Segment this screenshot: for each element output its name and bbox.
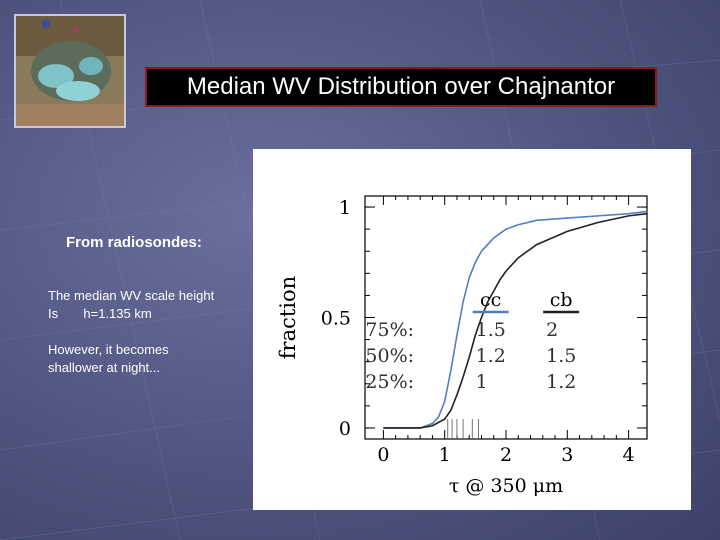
x-tick-label: 2 — [500, 444, 512, 466]
table-cell: 1.2 — [476, 345, 506, 367]
table-row-label: 50%: — [365, 345, 414, 367]
table-col-cb: cb — [550, 289, 573, 311]
y-axis-label: fraction — [276, 276, 300, 359]
paragraph-scale-height: The median WV scale height Is h=1.135 km — [48, 288, 215, 321]
table-cell: 1.2 — [546, 371, 576, 393]
paragraph-night: However, it becomes shallower at night..… — [48, 342, 169, 375]
slide-title-box: Median WV Distribution over Chajnantor — [145, 67, 657, 107]
table-row-label: 75%: — [365, 319, 414, 341]
table-cell: 2 — [546, 319, 558, 341]
chart-figure: 0 1 2 3 4 0 0.5 1 τ @ 350 μm fraction cc cb 75%: 1.5 2… — [253, 149, 691, 510]
series-line-cb — [383, 212, 648, 429]
x-tick-label: 3 — [561, 444, 573, 466]
plot-frame — [364, 195, 648, 440]
y-tick-label: 0 — [339, 418, 351, 440]
table-col-cc: cc — [480, 289, 501, 311]
subheading: From radiosondes: — [66, 234, 202, 251]
table-cell: 1 — [476, 371, 488, 393]
x-tick-label: 0 — [377, 444, 389, 466]
series-line-cc — [383, 210, 648, 429]
x-tick-label: 1 — [439, 444, 451, 466]
y-tick-label: 0.5 — [321, 308, 351, 330]
table-row-label: 25%: — [365, 371, 414, 393]
slide-title: Median WV Distribution over Chajnantor — [186, 73, 616, 100]
y-tick-label: 1 — [339, 197, 351, 219]
satellite-image — [14, 14, 126, 128]
table-cell: 1.5 — [546, 345, 576, 367]
chart-svg: 0 1 2 3 4 0 0.5 1 τ @ 350 μm fraction cc cb 75%: 1.5 2… — [276, 195, 648, 497]
x-tick-label: 4 — [623, 444, 635, 466]
x-axis-label: τ @ 350 μm — [449, 475, 563, 497]
table-cell: 1.5 — [476, 319, 506, 341]
